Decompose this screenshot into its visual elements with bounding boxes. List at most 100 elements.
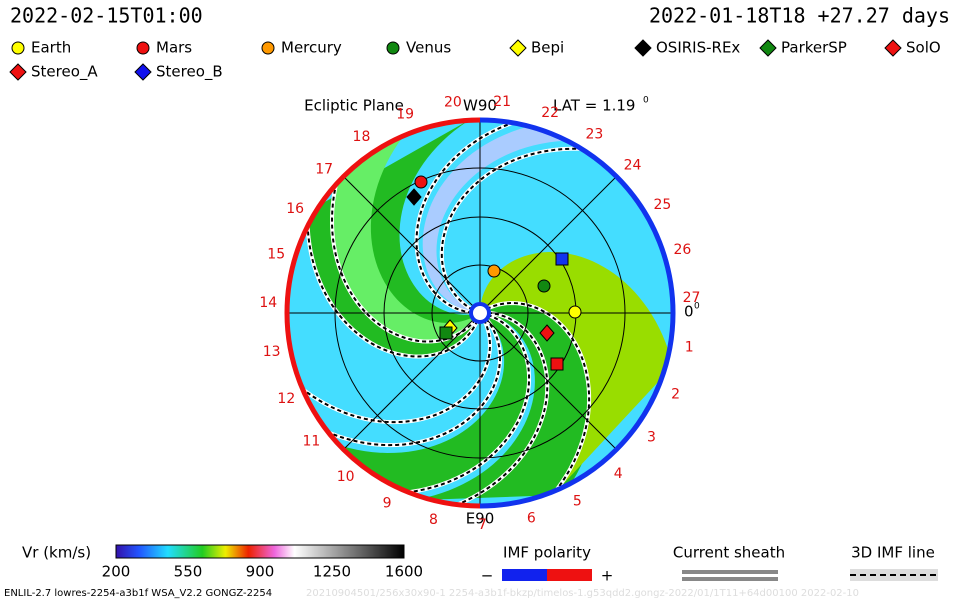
imf-line	[306, 211, 479, 358]
imf-line	[394, 314, 531, 495]
imf-line	[331, 170, 477, 343]
plot-title: Ecliptic Plane	[304, 97, 404, 115]
rim-number: 2	[671, 387, 680, 403]
parker-marker	[439, 326, 453, 340]
imf-negative	[502, 569, 547, 581]
rim-number: 12	[277, 391, 295, 407]
lat-label: LAT = 1.19	[553, 97, 635, 115]
legend-marker	[884, 39, 902, 57]
rim-number: 27	[683, 290, 701, 306]
zero-unit: 0	[694, 302, 700, 312]
legend-marker	[759, 39, 777, 57]
field-arm	[422, 123, 582, 312]
imf-plus: +	[601, 567, 614, 585]
imf-line	[415, 120, 527, 314]
lat-unit: 0	[643, 96, 649, 106]
legend-label: OSIRIS-REx	[656, 39, 740, 57]
bottom-label: E90	[466, 510, 495, 528]
legend-label: Bepi	[531, 39, 564, 57]
field-arm	[325, 314, 530, 494]
legend-marker	[134, 63, 152, 81]
time-right: 2022-01-18T18 +27.27 days	[649, 4, 950, 28]
zero-label: 0	[684, 303, 694, 321]
rim-number: 7	[478, 517, 487, 533]
rim-number: 25	[653, 197, 671, 213]
legend-marker	[509, 39, 527, 57]
legend-marker	[261, 41, 275, 55]
legend-marker	[386, 41, 400, 55]
rim-number: 1	[685, 339, 694, 355]
venus-marker	[537, 279, 551, 293]
colorbar-ticks: 200 550 900 1250 1600	[102, 563, 423, 581]
colorbar-tick: 1250	[313, 563, 351, 581]
mercury-marker	[487, 264, 501, 278]
legend-label: ParkerSP	[781, 39, 847, 57]
colorbar	[115, 544, 405, 559]
colorbar-label: Vr (km/s)	[22, 544, 91, 562]
imf-line	[486, 302, 591, 503]
legend-label: Earth	[31, 39, 71, 57]
rim-number: 8	[429, 512, 438, 528]
rim-number: 14	[259, 295, 277, 311]
imf-line-title: 3D IMF line	[851, 544, 935, 562]
imf-line	[440, 147, 597, 311]
osiris-marker	[406, 188, 422, 206]
rim-number: 26	[673, 242, 691, 258]
rim-number: 3	[647, 430, 656, 446]
legend-marker	[11, 41, 25, 55]
rim-number: 10	[337, 469, 355, 485]
stereo-b-marker	[555, 252, 569, 266]
imf-line	[314, 317, 502, 447]
colorbar-tick: 550	[174, 563, 203, 581]
solo-marker	[539, 324, 555, 342]
legend-label: Stereo_A	[31, 63, 98, 82]
colorbar-tick: 900	[246, 563, 275, 581]
rim-number: 22	[541, 105, 559, 121]
legend-label: Venus	[406, 39, 451, 57]
rim-number: 4	[614, 466, 623, 482]
imf-positive	[547, 569, 592, 581]
imf-line	[290, 319, 491, 424]
time-left: 2022-02-15T01:00	[10, 4, 203, 28]
colorbar-tick: 1600	[385, 563, 423, 581]
legend: Earth Mars Mercury Venus Bepi OSIRIS-REx Parke…	[9, 39, 941, 82]
mars-marker	[414, 175, 428, 189]
legend-label: Mercury	[281, 39, 342, 57]
field-arm	[332, 124, 476, 342]
legend-label: Stereo_B	[156, 63, 223, 82]
legend-label: SolO	[906, 39, 941, 57]
rim-number: 18	[353, 129, 371, 145]
rim-number: 9	[383, 496, 392, 512]
imf-line	[443, 311, 549, 506]
spacecraft	[406, 175, 582, 371]
rim-number: 24	[624, 158, 642, 174]
footer-model: ENLIL-2.7 lowres-2254-a3b1f WSA_V2.2 GON…	[4, 588, 272, 599]
legend-marker	[9, 63, 27, 81]
legend-marker	[634, 39, 652, 57]
rim-number: 19	[396, 107, 414, 123]
rim-right	[479, 117, 676, 509]
field-arm	[410, 300, 597, 501]
colorbar-tick: 200	[102, 563, 131, 581]
rim-number: 13	[263, 344, 281, 360]
sun	[469, 302, 491, 324]
stereo-a-marker	[550, 357, 564, 371]
rim-number: 23	[586, 127, 604, 143]
imf-title: IMF polarity	[503, 544, 591, 562]
rim-number: 17	[315, 161, 333, 177]
sheath-title: Current sheath	[673, 544, 785, 562]
rim-number: 5	[573, 493, 582, 509]
rim-number: 16	[286, 201, 304, 217]
rim-number: 15	[267, 247, 285, 263]
imf-minus: −	[481, 567, 494, 585]
footer-run: 20210904501/256x30x90-1 2254-a3b1f-bkzp/…	[306, 588, 859, 599]
rim-left	[284, 117, 481, 509]
earth-marker	[568, 305, 582, 319]
rim-number: 21	[493, 94, 511, 110]
top-label: W90	[463, 97, 497, 115]
rim-number: 11	[303, 434, 321, 450]
rim-number: 6	[527, 511, 536, 527]
